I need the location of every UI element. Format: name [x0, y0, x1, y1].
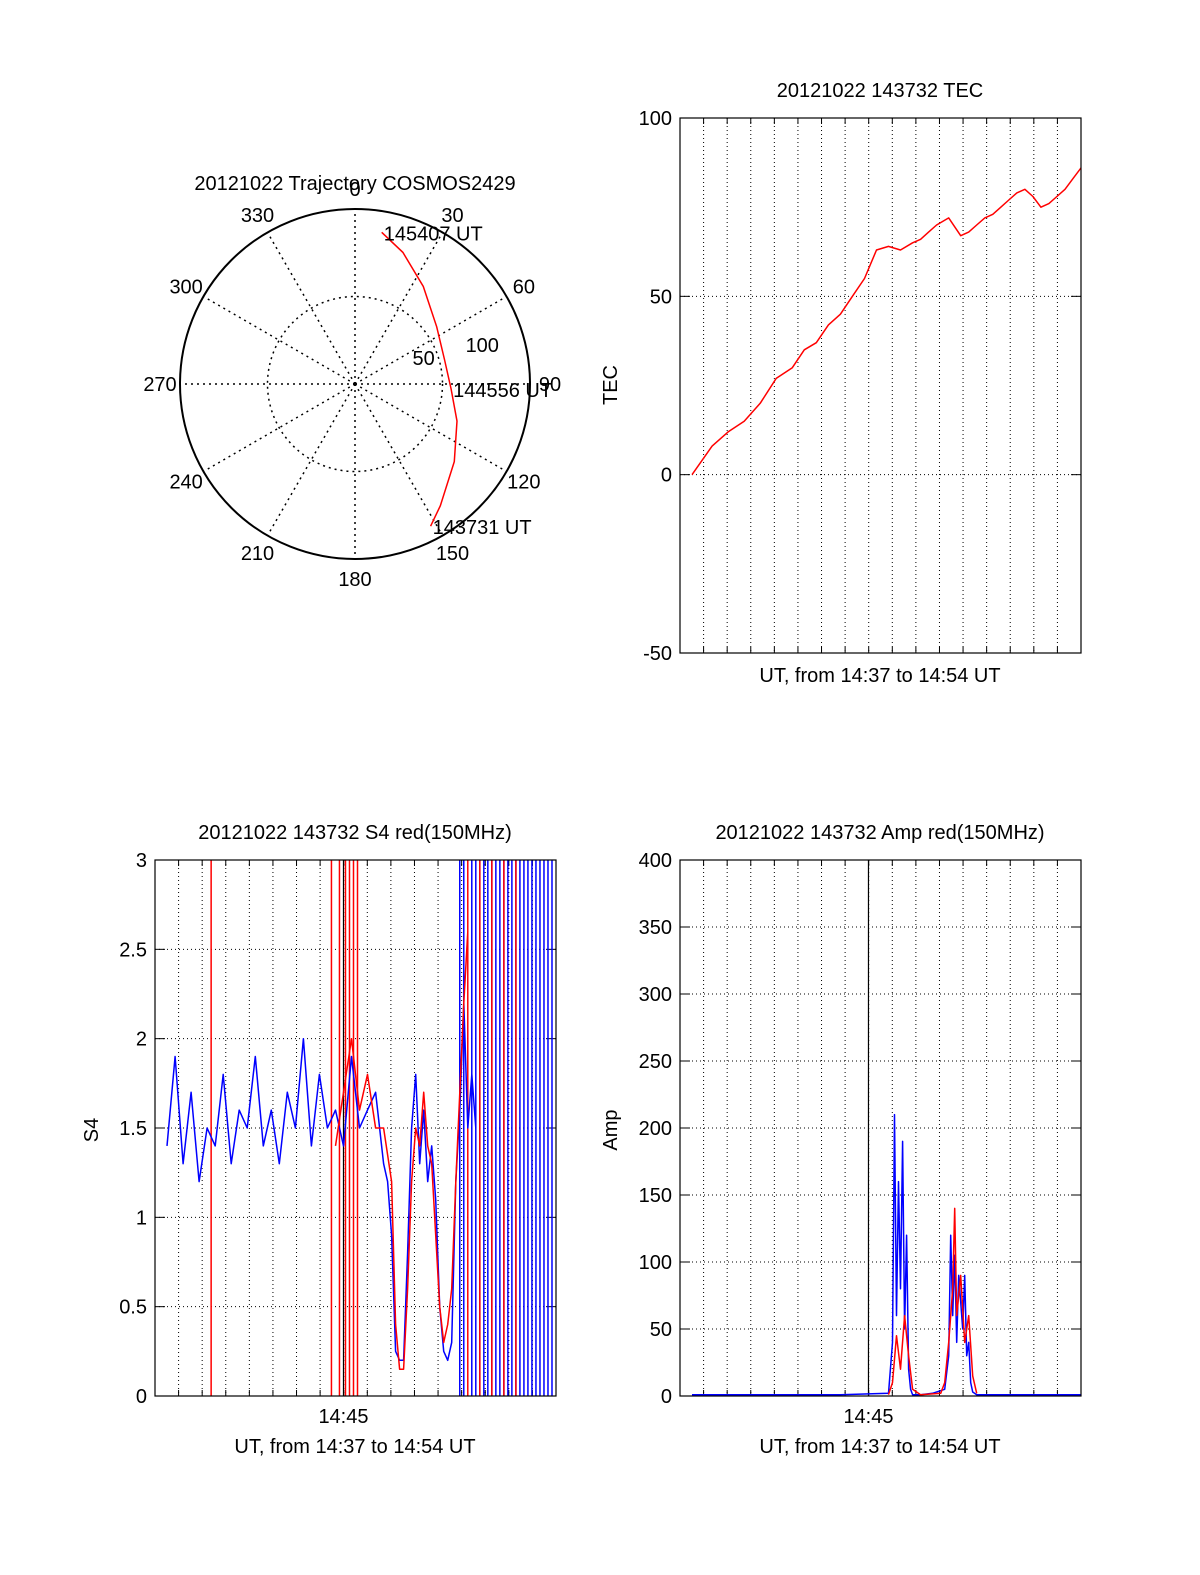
- plot-area: [691, 167, 1081, 476]
- series-line: [334, 931, 469, 1370]
- polar-spoke: [203, 383, 356, 473]
- polar-spoke: [354, 383, 444, 536]
- y-tick-label: 100: [639, 1252, 672, 1274]
- satellite-track: [381, 231, 458, 527]
- polar-inner-ring: [266, 295, 444, 473]
- polar-azimuth-label: 30: [441, 205, 463, 227]
- y-tick-label: 0: [136, 1386, 147, 1408]
- y-tick-label: 50: [650, 286, 672, 308]
- s4-title: 20121022 143732 S4 red(150MHz): [198, 822, 512, 844]
- tec-xlabel: UT, from 14:37 to 14:54 UT: [759, 665, 1000, 687]
- polar-azimuth-label: 330: [241, 205, 274, 227]
- y-tick-label: 0: [661, 465, 672, 487]
- polar-spoke: [266, 383, 356, 536]
- polar-azimuth-label: 60: [513, 277, 535, 299]
- s4-ylabel: S4: [81, 1118, 103, 1142]
- plot-frame: [154, 859, 557, 1397]
- y-tick-label: 2.5: [119, 939, 147, 961]
- y-tick-label: 300: [639, 984, 672, 1006]
- tec-ylabel: TEC: [600, 365, 622, 405]
- y-tick-label: 50: [650, 1319, 672, 1341]
- plot-frame: [679, 859, 1082, 1397]
- track-time-label: 144556 UT: [453, 380, 552, 402]
- polar-azimuth-label: 270: [143, 374, 176, 396]
- tec-title: 20121022 143732 TEC: [777, 80, 983, 102]
- amp-ylabel: Amp: [600, 1109, 622, 1150]
- y-tick-label: 200: [639, 1118, 672, 1140]
- y-tick-label: 1.5: [119, 1118, 147, 1140]
- polar-spoke: [354, 232, 444, 385]
- series-line: [691, 167, 1081, 476]
- y-tick-label: 0: [661, 1386, 672, 1408]
- x-tick-label: 14:45: [843, 1406, 893, 1428]
- series-line: [692, 1113, 1081, 1396]
- plot-area: [692, 1113, 1081, 1396]
- series-line: [166, 1002, 477, 1362]
- track-time-label: 145407 UT: [384, 223, 483, 245]
- polar-radius-label: 50: [413, 348, 435, 370]
- y-tick-label: 250: [639, 1051, 672, 1073]
- y-tick-label: 400: [639, 850, 672, 872]
- y-tick-label: 350: [639, 917, 672, 939]
- amp-title: 20121022 143732 Amp red(150MHz): [715, 822, 1044, 844]
- polar-spoke: [354, 295, 507, 385]
- series-line: [887, 1207, 978, 1396]
- y-tick-label: 3: [136, 850, 147, 872]
- polar-azimuth-label: 240: [169, 472, 202, 494]
- polar-trajectory-panel: 20121022 Trajectory COSMOS2429 0 30 60 90 12…: [143, 173, 561, 591]
- polar-azimuth-label: 210: [241, 543, 274, 565]
- polar-azimuth-label: 90: [539, 374, 561, 396]
- plot-area: [166, 860, 553, 1396]
- y-tick-label: 150: [639, 1185, 672, 1207]
- x-tick-label: 14:45: [318, 1406, 368, 1428]
- y-tick-label: 2: [136, 1029, 147, 1051]
- track-time-label: 143731 UT: [433, 517, 532, 539]
- s4-xlabel: UT, from 14:37 to 14:54 UT: [234, 1436, 475, 1458]
- polar-spoke: [266, 232, 356, 385]
- y-tick-label: 0.5: [119, 1297, 147, 1319]
- polar-azimuth-label: 180: [338, 569, 371, 591]
- polar-spoke: [203, 295, 356, 385]
- amp-xlabel: UT, from 14:37 to 14:54 UT: [759, 1436, 1000, 1458]
- polar-spoke: [354, 383, 507, 473]
- tec-panel: 20121022 143732 TEC UT, from 14:37 to 14…: [600, 80, 1082, 687]
- y-tick-label: -50: [643, 643, 672, 665]
- polar-azimuth-label: 300: [169, 277, 202, 299]
- polar-title: 20121022 Trajectory COSMOS2429: [194, 173, 515, 195]
- polar-radius-label: 100: [466, 335, 499, 357]
- y-tick-label: 100: [639, 108, 672, 130]
- polar-azimuth-label: 0: [349, 179, 360, 201]
- polar-azimuth-label: 150: [436, 543, 469, 565]
- s4-panel: 20121022 143732 S4 red(150MHz) UT, from …: [81, 822, 557, 1458]
- amp-panel: 20121022 143732 Amp red(150MHz) UT, from…: [600, 822, 1082, 1458]
- y-tick-label: 1: [136, 1207, 147, 1229]
- polar-azimuth-label: 120: [507, 472, 540, 494]
- plot-frame: [679, 117, 1082, 654]
